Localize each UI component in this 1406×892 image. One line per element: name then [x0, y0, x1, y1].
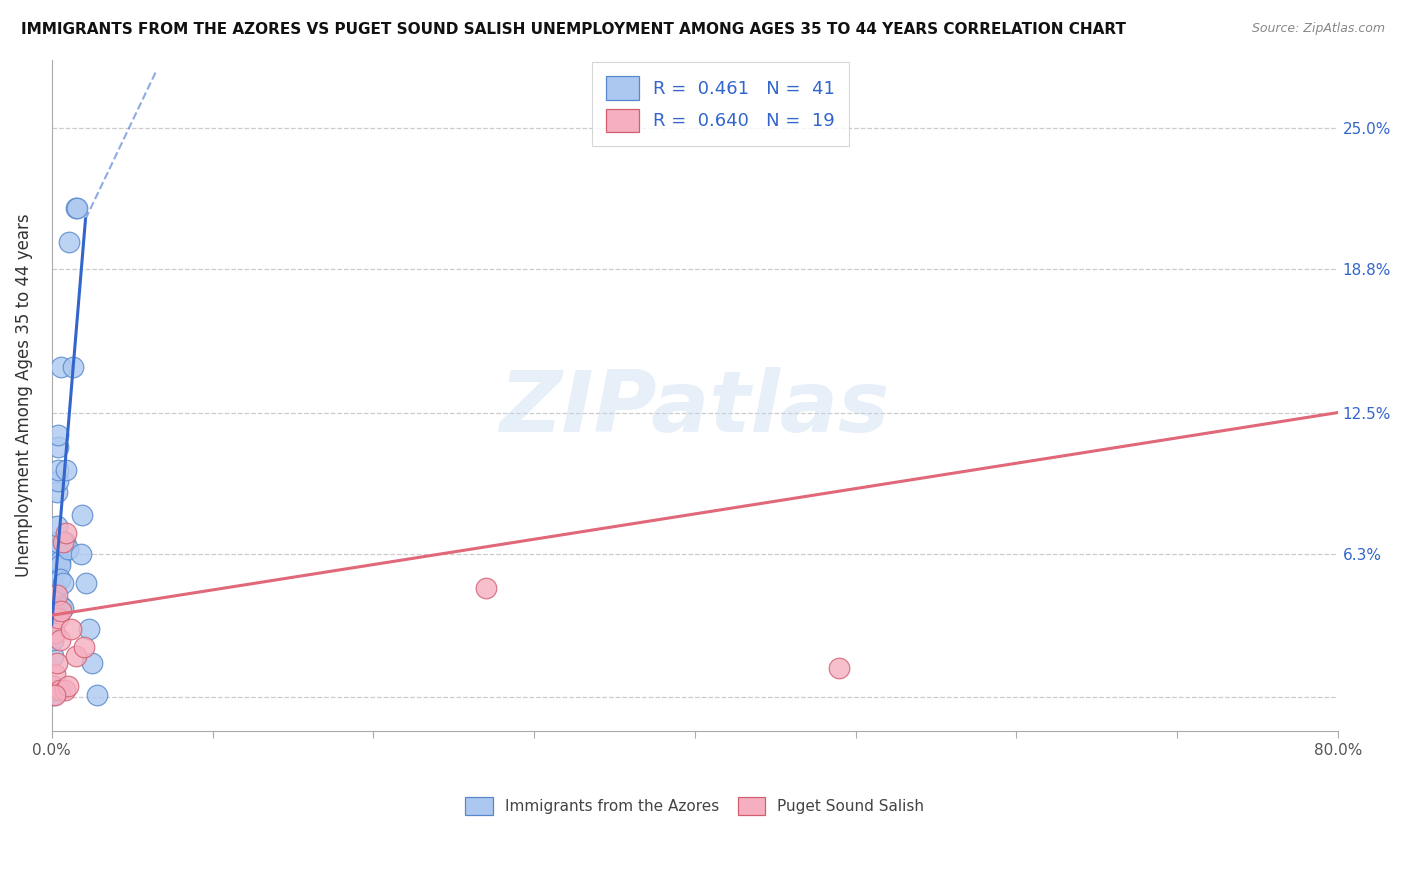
Point [51, 599, 73, 614]
Point [44, 585, 66, 599]
Point [75, 576, 97, 591]
Point [52, 576, 75, 591]
Point [60, 622, 83, 636]
Point [45, 519, 67, 533]
Point [69, 547, 91, 561]
Point [80, 656, 103, 670]
Point [475, 581, 498, 595]
Point [52, 535, 75, 549]
Point [44, 604, 66, 618]
Legend: Immigrants from the Azores, Puget Sound Salish: Immigrants from the Azores, Puget Sound … [457, 789, 932, 822]
Point [44, 667, 66, 681]
Point [42, 679, 65, 693]
Point [49, 683, 72, 698]
Point [45, 542, 67, 557]
Point [58, 235, 80, 249]
Point [49, 558, 72, 573]
Point [52, 601, 75, 615]
Point [42, 683, 65, 698]
Point [46, 610, 69, 624]
Point [46, 440, 69, 454]
Point [56, 679, 79, 693]
Point [55, 462, 77, 476]
Point [42, 688, 65, 702]
Point [828, 660, 851, 674]
Y-axis label: Unemployment Among Ages 35 to 44 years: Unemployment Among Ages 35 to 44 years [15, 214, 32, 577]
Point [44, 688, 66, 702]
Point [46, 428, 69, 442]
Point [44, 565, 66, 579]
Point [65, 201, 87, 215]
Point [45, 485, 67, 500]
Point [44, 626, 66, 640]
Point [53, 535, 76, 549]
Point [77, 622, 100, 636]
Point [86, 688, 108, 702]
Point [53, 683, 76, 698]
Point [44, 594, 66, 608]
Point [66, 201, 89, 215]
Point [45, 535, 67, 549]
Text: ZIPatlas: ZIPatlas [499, 368, 890, 450]
Point [46, 462, 69, 476]
Point [49, 633, 72, 648]
Point [72, 508, 94, 522]
Point [45, 553, 67, 567]
Point [49, 572, 72, 586]
Point [42, 633, 65, 648]
Point [46, 474, 69, 488]
Point [42, 649, 65, 664]
Text: IMMIGRANTS FROM THE AZORES VS PUGET SOUND SALISH UNEMPLOYMENT AMONG AGES 35 TO 4: IMMIGRANTS FROM THE AZORES VS PUGET SOUN… [21, 22, 1126, 37]
Point [51, 359, 73, 374]
Point [56, 542, 79, 557]
Point [45, 547, 67, 561]
Point [45, 588, 67, 602]
Point [51, 604, 73, 618]
Point [55, 526, 77, 541]
Point [73, 640, 96, 654]
Point [49, 553, 72, 567]
Text: Source: ZipAtlas.com: Source: ZipAtlas.com [1251, 22, 1385, 36]
Point [65, 649, 87, 664]
Point [42, 679, 65, 693]
Point [45, 656, 67, 670]
Point [44, 590, 66, 604]
Point [62, 359, 84, 374]
Point [44, 581, 66, 595]
